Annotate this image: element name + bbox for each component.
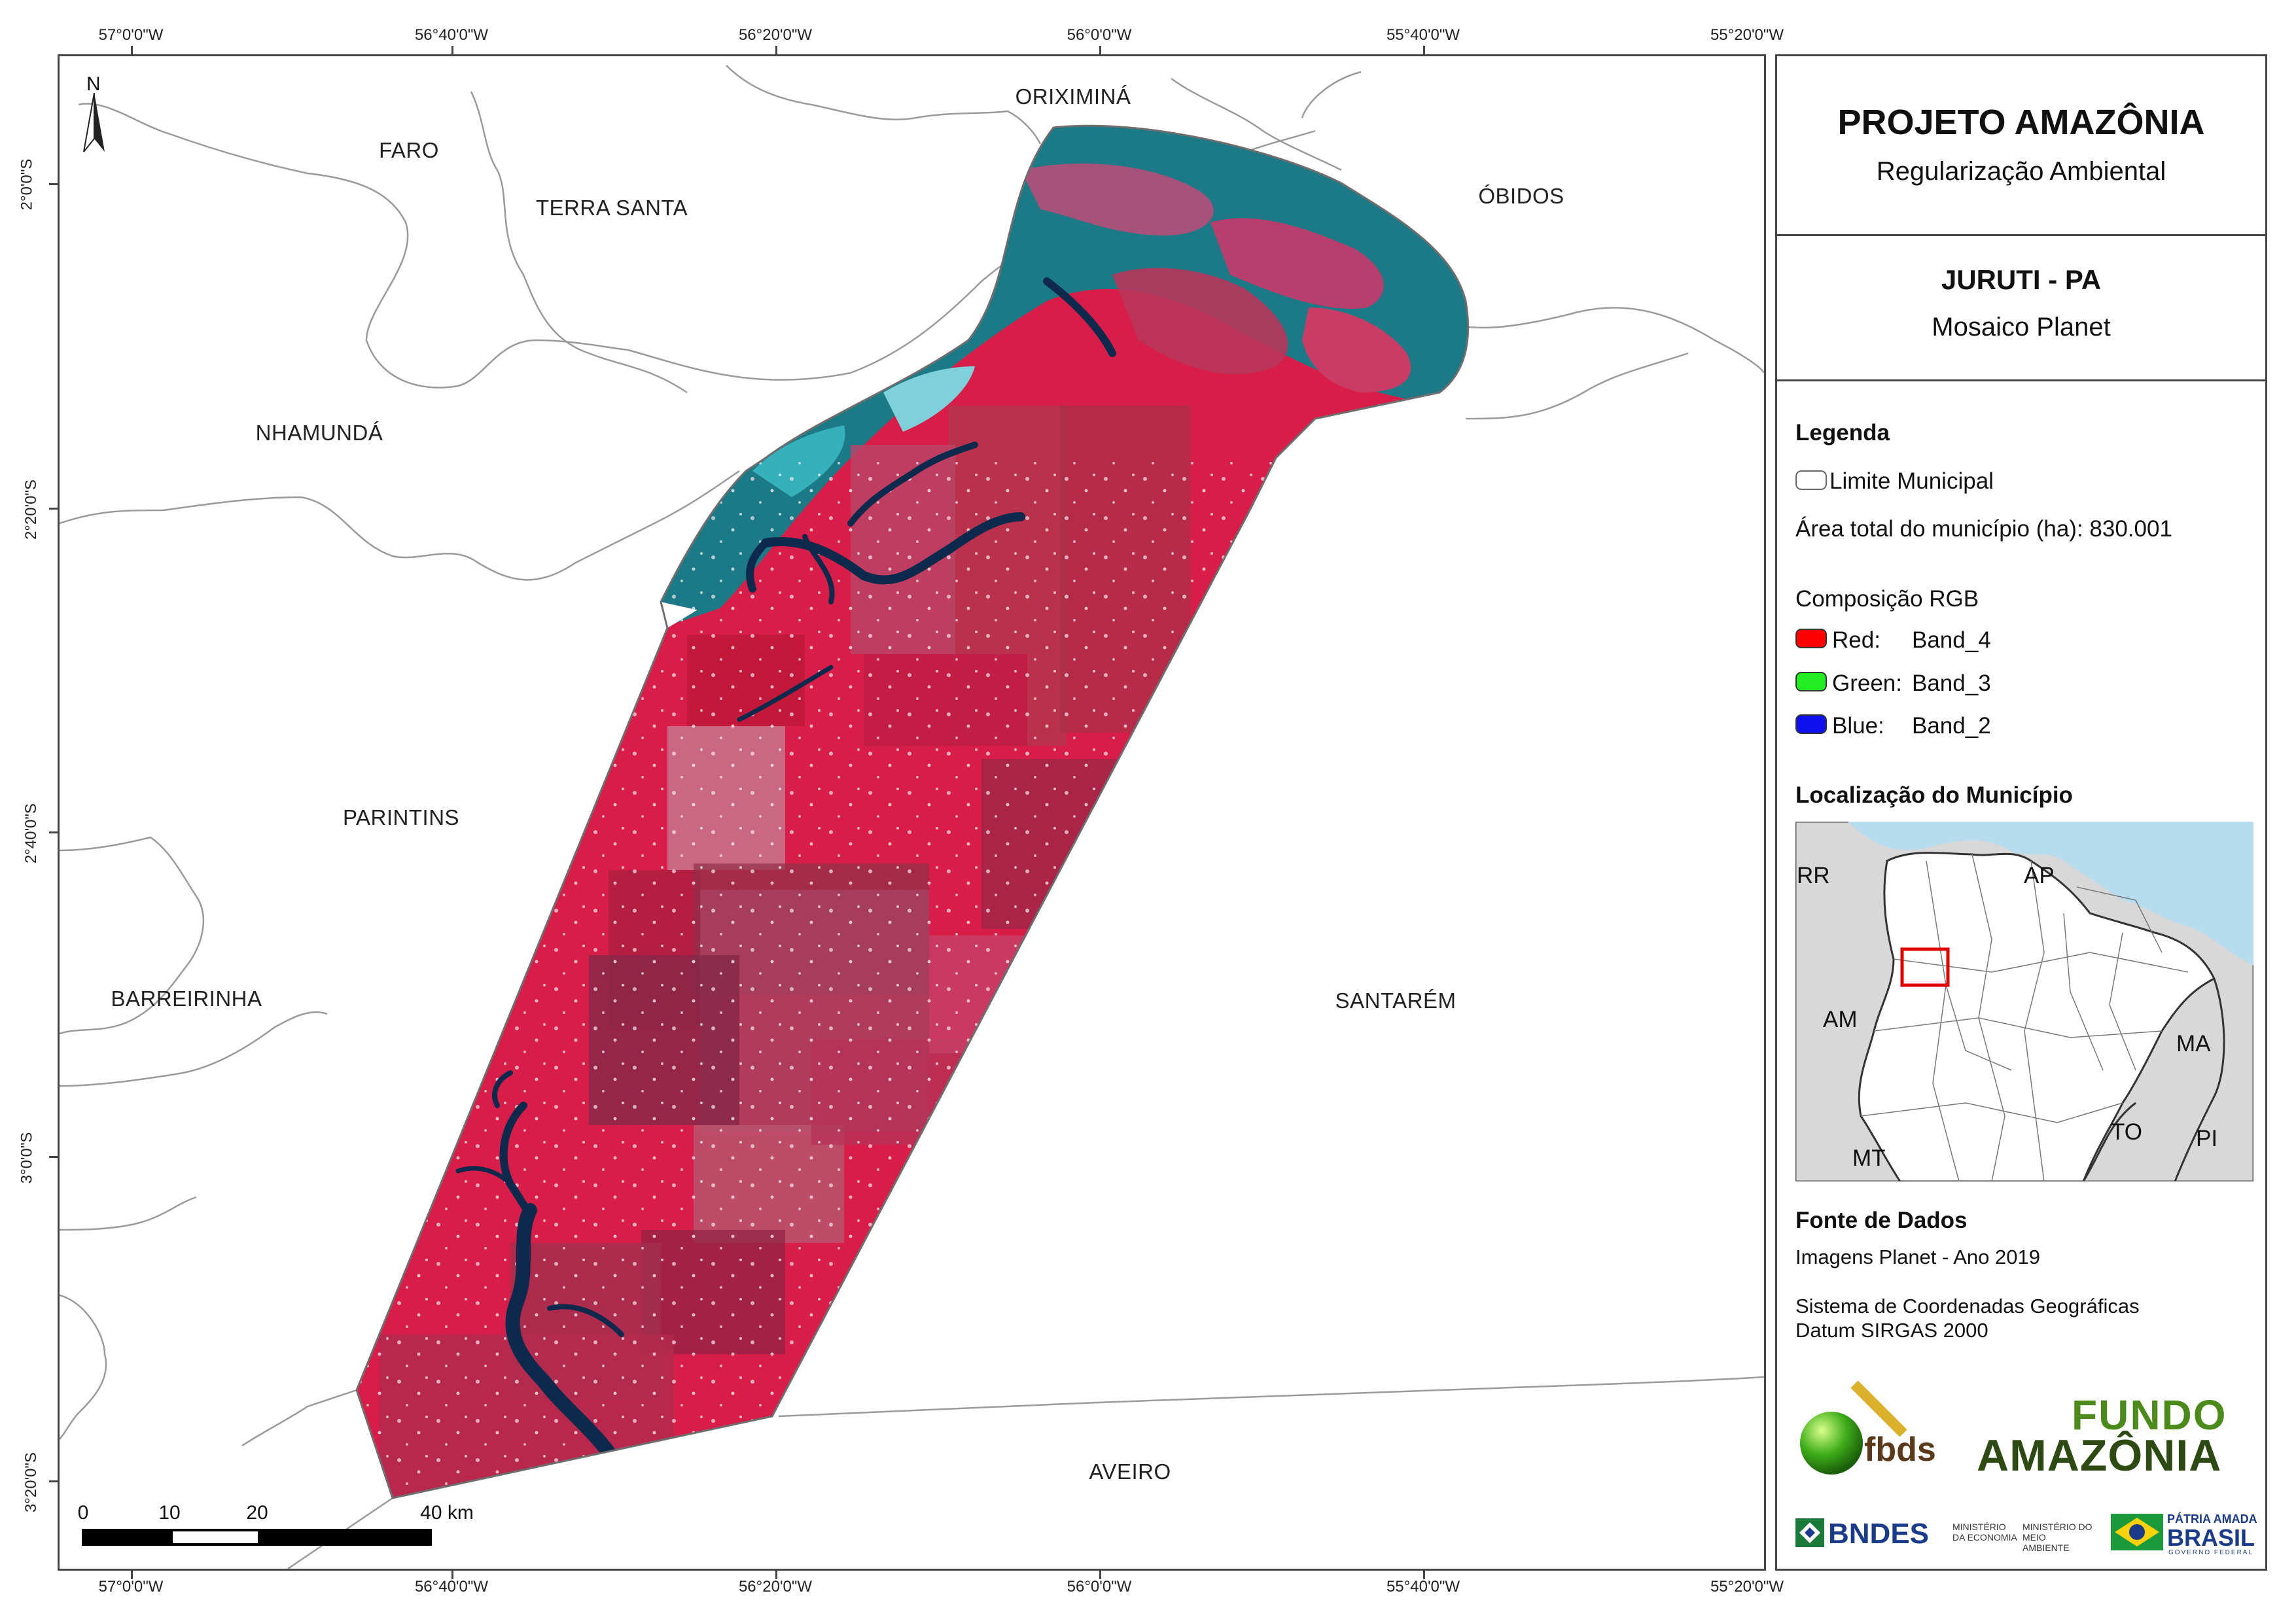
tick	[49, 831, 58, 833]
rgb-heading: Composição RGB	[1795, 586, 1979, 612]
scale-label-0: 0	[77, 1502, 89, 1524]
tick	[49, 508, 58, 510]
coord-top-2: 56°40'0"W	[414, 26, 489, 44]
label-parintins: PARINTINS	[342, 805, 460, 829]
label-faro: FARO	[379, 138, 439, 162]
label-obidos: ÓBIDOS	[1478, 184, 1564, 208]
green-channel: Green:	[1832, 671, 1902, 696]
juruti-mosaic	[357, 126, 1468, 1499]
blue-channel: Blue:	[1832, 713, 1884, 739]
map-canvas	[60, 65, 1764, 1569]
coord-bottom-1: 57°0'0"W	[98, 1578, 164, 1596]
tick	[775, 46, 777, 54]
divider	[1777, 234, 2265, 236]
coord-bottom-2: 56°40'0"W	[414, 1578, 489, 1596]
scale-bar	[82, 1529, 432, 1546]
brasil-flag-icon	[2111, 1514, 2163, 1550]
source-line: Imagens Planet - Ano 2019	[1795, 1246, 2040, 1268]
juruti-boundary	[355, 124, 1470, 1499]
tick	[49, 183, 58, 185]
green-swatch-icon	[1795, 672, 1827, 691]
state-mt: MT	[1852, 1145, 1886, 1171]
divider	[1777, 379, 2265, 381]
crs-line-1: Sistema de Coordenadas Geográficas	[1795, 1295, 2140, 1318]
coord-top-5: 55°40'0"W	[1386, 26, 1460, 44]
fbds-logo-icon	[1800, 1380, 1907, 1475]
min-meio-text: MINISTÉRIO DO MEIO AMBIENTE	[2022, 1522, 2093, 1553]
fundo-amazonia-line2: AMAZÔNIA	[1977, 1431, 2222, 1480]
state-am: AM	[1823, 1007, 1858, 1032]
label-nhamunda: NHAMUNDÁ	[255, 421, 383, 445]
state-pi: PI	[2196, 1126, 2218, 1151]
map-frame	[58, 54, 1766, 1571]
crs-line-2: Datum SIRGAS 2000	[1795, 1319, 1988, 1342]
coord-left-3: 2°40'0"S	[22, 803, 41, 864]
coord-left-4: 3°0'0"S	[18, 1132, 36, 1184]
state-rr: RR	[1797, 863, 1830, 888]
fundo-amazonia-line1: FUNDO	[2072, 1391, 2227, 1439]
coord-bottom-3: 56°20'0"W	[738, 1578, 813, 1596]
tick	[49, 1480, 58, 1482]
red-band: Band_4	[1912, 627, 1991, 653]
label-barreirinha: BARREIRINHA	[111, 986, 262, 1011]
locator-map	[1795, 822, 2253, 1181]
product-title: Mosaico Planet	[1932, 313, 2111, 341]
tick	[49, 1156, 58, 1158]
municipality-title: JURUTI - PA	[1941, 264, 2102, 295]
governo-text: GOVERNO FEDERAL	[2168, 1549, 2254, 1556]
tick	[1423, 46, 1425, 54]
blue-swatch-icon	[1795, 714, 1827, 734]
tick	[131, 46, 133, 54]
panel-subtitle: Regularização Ambiental	[1876, 157, 2166, 186]
coord-top-4: 56°0'0"W	[1067, 26, 1132, 44]
state-ma: MA	[2176, 1031, 2211, 1056]
north-arrow-icon	[83, 92, 105, 152]
tick	[451, 1571, 453, 1579]
tick	[131, 1571, 133, 1579]
tick	[775, 1571, 777, 1579]
label-aveiro: AVEIRO	[1089, 1459, 1171, 1484]
tick	[1099, 46, 1101, 54]
north-label: N	[86, 73, 101, 95]
coord-left-2: 2°20'0"S	[22, 479, 41, 540]
area-label: Área total do município (ha): 830.001	[1795, 516, 2172, 542]
bndes-text: BNDES	[1828, 1518, 1930, 1550]
panel-title: PROJETO AMAZÔNIA	[1837, 103, 2205, 142]
label-oriximina: ORIXIMINÁ	[1015, 84, 1131, 109]
green-band: Band_3	[1912, 671, 1991, 696]
coord-left-5: 3°20'0"S	[22, 1452, 41, 1513]
scale-label-20: 20	[246, 1502, 268, 1524]
coord-bottom-5: 55°40'0"W	[1386, 1578, 1460, 1596]
min-economia-text: MINISTÉRIO DA ECONOMIA	[1952, 1522, 2017, 1543]
source-heading: Fonte de Dados	[1795, 1208, 1968, 1233]
limit-label: Limite Municipal	[1829, 468, 1994, 494]
label-terra-santa: TERRA SANTA	[535, 196, 688, 220]
coord-top-3: 56°20'0"W	[738, 26, 813, 44]
patria-text: PÁTRIA AMADA	[2167, 1512, 2257, 1526]
tick	[451, 46, 453, 54]
info-panel: PROJETO AMAZÔNIA Regularização Ambiental…	[1775, 54, 2267, 1571]
tick	[1099, 1571, 1101, 1579]
coord-top-6: 55°20'0"W	[1710, 26, 1784, 44]
red-swatch-icon	[1795, 629, 1827, 648]
brasil-text: BRASIL	[2167, 1524, 2255, 1551]
blue-band: Band_2	[1912, 713, 1991, 739]
tick	[1423, 1571, 1425, 1579]
fbds-text: fbds	[1864, 1431, 1936, 1469]
coord-bottom-6: 55°20'0"W	[1710, 1578, 1784, 1596]
coord-top-1: 57°0'0"W	[98, 26, 164, 44]
red-channel: Red:	[1832, 627, 1881, 653]
limit-swatch-icon	[1795, 470, 1827, 490]
scale-label-10: 10	[158, 1502, 181, 1524]
coord-left-1: 2°0'0"S	[18, 158, 36, 211]
coord-bottom-4: 56°0'0"W	[1067, 1578, 1132, 1596]
legend-heading: Legenda	[1795, 420, 1890, 445]
location-heading: Localização do Município	[1795, 782, 2073, 808]
state-to: TO	[2111, 1119, 2142, 1145]
bndes-icon	[1795, 1518, 1824, 1547]
label-santarem: SANTARÉM	[1335, 988, 1457, 1013]
scale-label-40: 40 km	[420, 1502, 474, 1524]
state-ap: AP	[2024, 863, 2055, 888]
